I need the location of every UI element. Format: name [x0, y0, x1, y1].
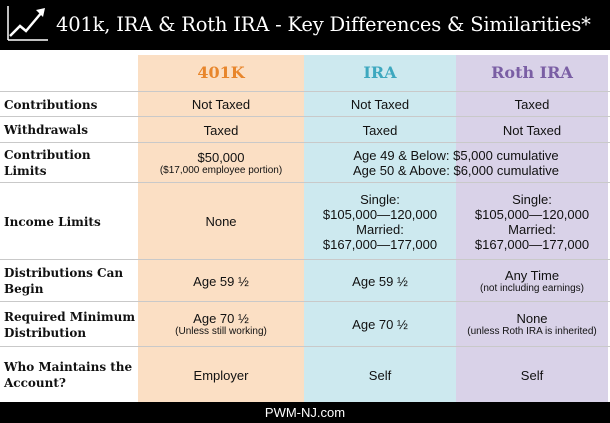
- cell-roth-ira: Self: [520, 367, 544, 383]
- cell-line: $167,000—177,000: [322, 236, 438, 252]
- column-header-ira: IRA: [363, 63, 397, 82]
- row-label-line-2: Distribution: [4, 325, 87, 340]
- cell-note: (not including earnings): [480, 282, 584, 294]
- cell-roth-ira: None (unless Roth IRA is inherited): [456, 302, 608, 347]
- cell-value: Age 70 ½: [193, 311, 249, 326]
- column-header-401k: 401K: [197, 63, 245, 82]
- cell-roth-ira: Taxed: [514, 97, 550, 112]
- row-label: Income Limits: [4, 214, 101, 229]
- cell-note: (unless Roth IRA is inherited): [467, 326, 597, 337]
- column-ira-background: [304, 55, 456, 402]
- row-label-line-1: Who Maintains the: [4, 360, 133, 374]
- cell-value: None: [516, 311, 548, 326]
- cell-ira: Not Taxed: [350, 97, 410, 112]
- table-row-income-limits: Income Limits None Single: $105,000—120,…: [0, 182, 610, 260]
- row-label-line-1: Required Minimum: [4, 309, 136, 324]
- row-label: Distributions Can Begin: [4, 260, 136, 302]
- cell-roth-ira: Not Taxed: [502, 122, 562, 138]
- cell-line: Married:: [508, 221, 556, 237]
- column-401k-background: [138, 55, 304, 402]
- cell-401k: $50,000 ($17,000 employee portion): [138, 143, 304, 183]
- row-label: Who Maintains the Account?: [4, 347, 136, 403]
- row-label-line-2: Account?: [4, 376, 66, 390]
- table-row-contributions: Contributions Not Taxed Not Taxed Taxed: [0, 91, 610, 117]
- cell-401k: Age 70 ½ (Unless still working): [138, 302, 304, 347]
- row-label: Contribution Limits: [4, 148, 91, 178]
- table-row-who-maintains-account: Who Maintains the Account? Employer Self…: [0, 346, 610, 403]
- footer-bar: PWM-NJ.com: [0, 402, 610, 423]
- table-row-distributions: Distributions Can Begin Age 59 ½ Age 59 …: [0, 259, 610, 302]
- cell-ira: Self: [368, 367, 392, 383]
- cell-note: (Unless still working): [175, 326, 267, 337]
- column-roth-background: [456, 55, 608, 402]
- page-title: 401k, IRA & Roth IRA - Key Differences &…: [56, 13, 591, 36]
- cell-line: $105,000—120,000: [322, 206, 438, 222]
- cell-note: ($17,000 employee portion): [159, 164, 283, 176]
- row-label-line-1: Distributions Can: [4, 266, 124, 280]
- cell-401k: Not Taxed: [191, 97, 251, 112]
- cell-401k: Employer: [193, 367, 249, 383]
- table-row-contribution-limits: Contribution Limits $50,000 ($17,000 emp…: [0, 142, 610, 183]
- cell-value: $50,000: [197, 149, 245, 165]
- cell-value-line-2: Age 50 & Above: $6,000 cumulative: [353, 163, 559, 178]
- row-label-line-2: Begin: [4, 282, 44, 296]
- cell-ira-and-roth-ira: Age 49 & Below: $5,000 cumulative Age 50…: [304, 143, 608, 183]
- cell-line: Single:: [512, 191, 552, 207]
- cell-line: $105,000—120,000: [474, 206, 590, 222]
- row-label: Required Minimum Distribution: [4, 302, 136, 347]
- cell-401k: Age 59 ½: [193, 273, 249, 289]
- cell-roth-ira: Single: $105,000—120,000 Married: $167,0…: [456, 183, 608, 260]
- row-label: Contributions: [4, 97, 98, 112]
- cell-value: Any Time: [504, 267, 560, 283]
- cell-ira: Single: $105,000—120,000 Married: $167,0…: [304, 183, 456, 260]
- cell-value-line-1: Age 49 & Below: $5,000 cumulative: [353, 148, 559, 163]
- row-label: Withdrawals: [4, 123, 88, 137]
- cell-ira: Taxed: [362, 122, 398, 138]
- table-row-required-minimum-distribution: Required Minimum Distribution Age 70 ½ (…: [0, 301, 610, 347]
- rising-arrow-chart-icon: [7, 6, 48, 41]
- cell-line: $167,000—177,000: [474, 236, 590, 252]
- table-row-withdrawals: Withdrawals Taxed Taxed Not Taxed: [0, 116, 610, 143]
- cell-401k: None: [205, 214, 237, 229]
- footer-site-link: PWM-NJ.com: [264, 405, 346, 420]
- cell-roth-ira: Any Time (not including earnings): [456, 260, 608, 302]
- cell-line: Married:: [356, 221, 404, 237]
- column-header-roth-ira: Roth IRA: [491, 63, 573, 82]
- cell-line: Single:: [360, 191, 400, 207]
- cell-401k: Taxed: [203, 122, 239, 138]
- cell-ira: Age 70 ½: [352, 317, 408, 332]
- cell-ira: Age 59 ½: [352, 273, 408, 289]
- header-bar: 401k, IRA & Roth IRA - Key Differences &…: [0, 0, 610, 50]
